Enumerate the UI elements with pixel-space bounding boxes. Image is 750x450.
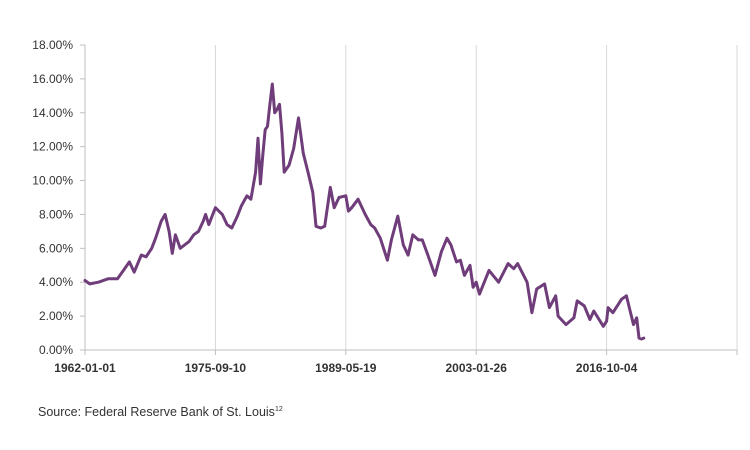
y-tick-label: 4.00%: [39, 275, 73, 289]
line-chart: 0.00% 2.00% 4.00% 6.00% 8.00% 10.00% 12.00% 14.…: [32, 38, 738, 375]
y-tick-label: 12.00%: [32, 140, 73, 154]
y-tick-label: 8.00%: [39, 207, 73, 221]
rate-series-line: [83, 82, 646, 341]
source-note: Source: Federal Reserve Bank of St. Loui…: [38, 405, 283, 419]
x-axis-ticks: 1962-01-01 1975-09-10 1989-05-19 2003-01-26…: [54, 361, 637, 375]
x-tick-label: 1989-05-19: [315, 361, 377, 375]
source-footnote-marker: 12: [274, 405, 283, 413]
source-text: Source: Federal Reserve Bank of St. Loui…: [38, 405, 275, 419]
y-tick-label: 2.00%: [39, 309, 73, 323]
y-tick-label: 0.00%: [39, 343, 73, 357]
x-tick-label: 1962-01-01: [54, 361, 116, 375]
y-tick-label: 18.00%: [32, 38, 73, 52]
series-layer: [83, 82, 646, 341]
y-tick-label: 16.00%: [32, 72, 73, 86]
x-tick-label: 2016-10-04: [576, 361, 638, 375]
y-tick-label: 10.00%: [32, 174, 73, 188]
gridlines: [84, 45, 738, 355]
y-tick-label: 6.00%: [39, 241, 73, 255]
y-axis-ticks: 0.00% 2.00% 4.00% 6.00% 8.00% 10.00% 12.00% 14.…: [32, 38, 85, 357]
x-tick-label: 2003-01-26: [446, 361, 508, 375]
axes: [84, 45, 737, 351]
x-tick-label: 1975-09-10: [185, 361, 247, 375]
y-tick-label: 14.00%: [32, 106, 73, 120]
